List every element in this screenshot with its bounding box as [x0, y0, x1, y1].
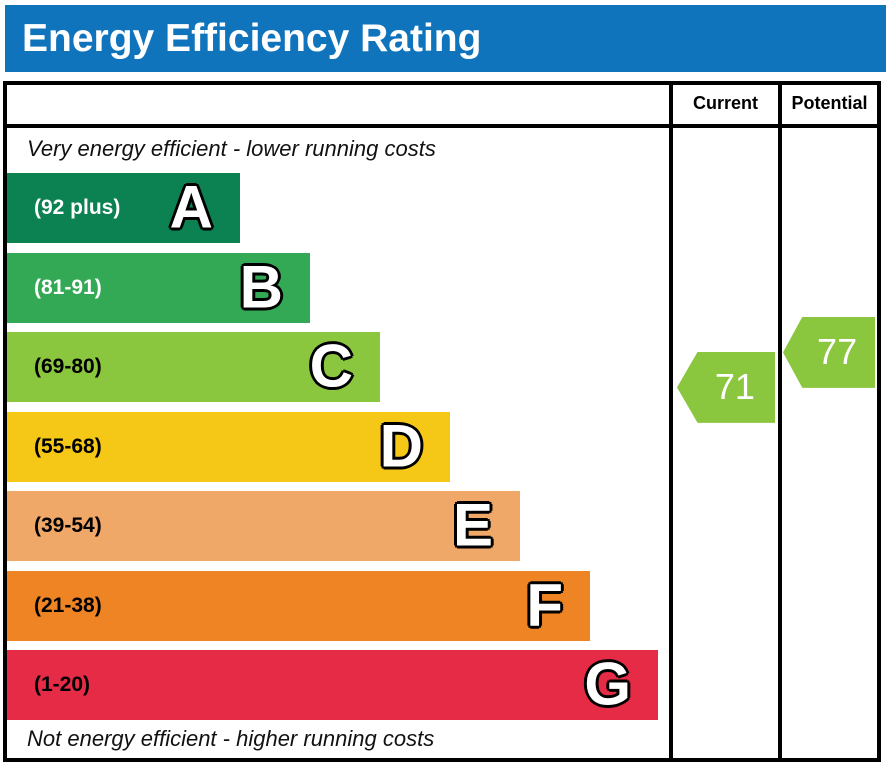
- band-range-label: (39-54): [34, 514, 102, 537]
- chart-area: Very energy efficient - lower running co…: [7, 128, 669, 758]
- bottom-caption: Not energy efficient - higher running co…: [27, 726, 435, 751]
- band-letter: A: [169, 173, 213, 241]
- rating-table: Current Potential Very energy efficient …: [3, 81, 881, 762]
- table-body-row: Very energy efficient - lower running co…: [7, 128, 877, 758]
- current-column: 71: [669, 128, 778, 758]
- band-letter: G: [584, 650, 631, 718]
- band-letter: F: [526, 570, 563, 638]
- band-letter: B: [239, 252, 283, 320]
- band-range-label: (69-80): [34, 355, 102, 378]
- rating-band: (39-54) E: [7, 491, 520, 561]
- rating-band: (1-20) G: [7, 650, 658, 720]
- current-rating-arrow: 71: [677, 351, 775, 423]
- page-title: Energy Efficiency Rating: [5, 5, 886, 72]
- table-header-row: Current Potential: [7, 85, 877, 128]
- band-range-label: (21-38): [34, 593, 102, 617]
- potential-rating-arrow: 77: [783, 316, 875, 388]
- band-range-label: (81-91): [34, 275, 102, 299]
- rating-band: (92 plus) A: [7, 173, 240, 243]
- rating-band: (81-91) B: [7, 252, 310, 323]
- band-letter: D: [379, 411, 423, 479]
- bands-container: (92 plus) A (81-91) B (69-80) C (55-68) …: [7, 128, 669, 758]
- band-range-label: (55-68): [34, 434, 102, 458]
- band-letter: C: [309, 332, 353, 400]
- rating-band: (69-80) C: [7, 332, 380, 402]
- top-caption: Very energy efficient - lower running co…: [27, 136, 436, 161]
- rating-band: (21-38) F: [7, 570, 590, 641]
- current-column-header: Current: [669, 85, 778, 124]
- band-range-label: (1-20): [34, 673, 91, 696]
- current-rating-value: 71: [714, 366, 755, 408]
- rating-band: (55-68) D: [7, 411, 450, 482]
- potential-column: 77: [778, 128, 877, 758]
- potential-column-header: Potential: [778, 85, 877, 124]
- potential-rating-value: 77: [817, 331, 858, 373]
- header-corner-cell: [7, 85, 669, 124]
- band-letter: E: [452, 491, 493, 559]
- band-range-label: (92 plus): [34, 196, 121, 219]
